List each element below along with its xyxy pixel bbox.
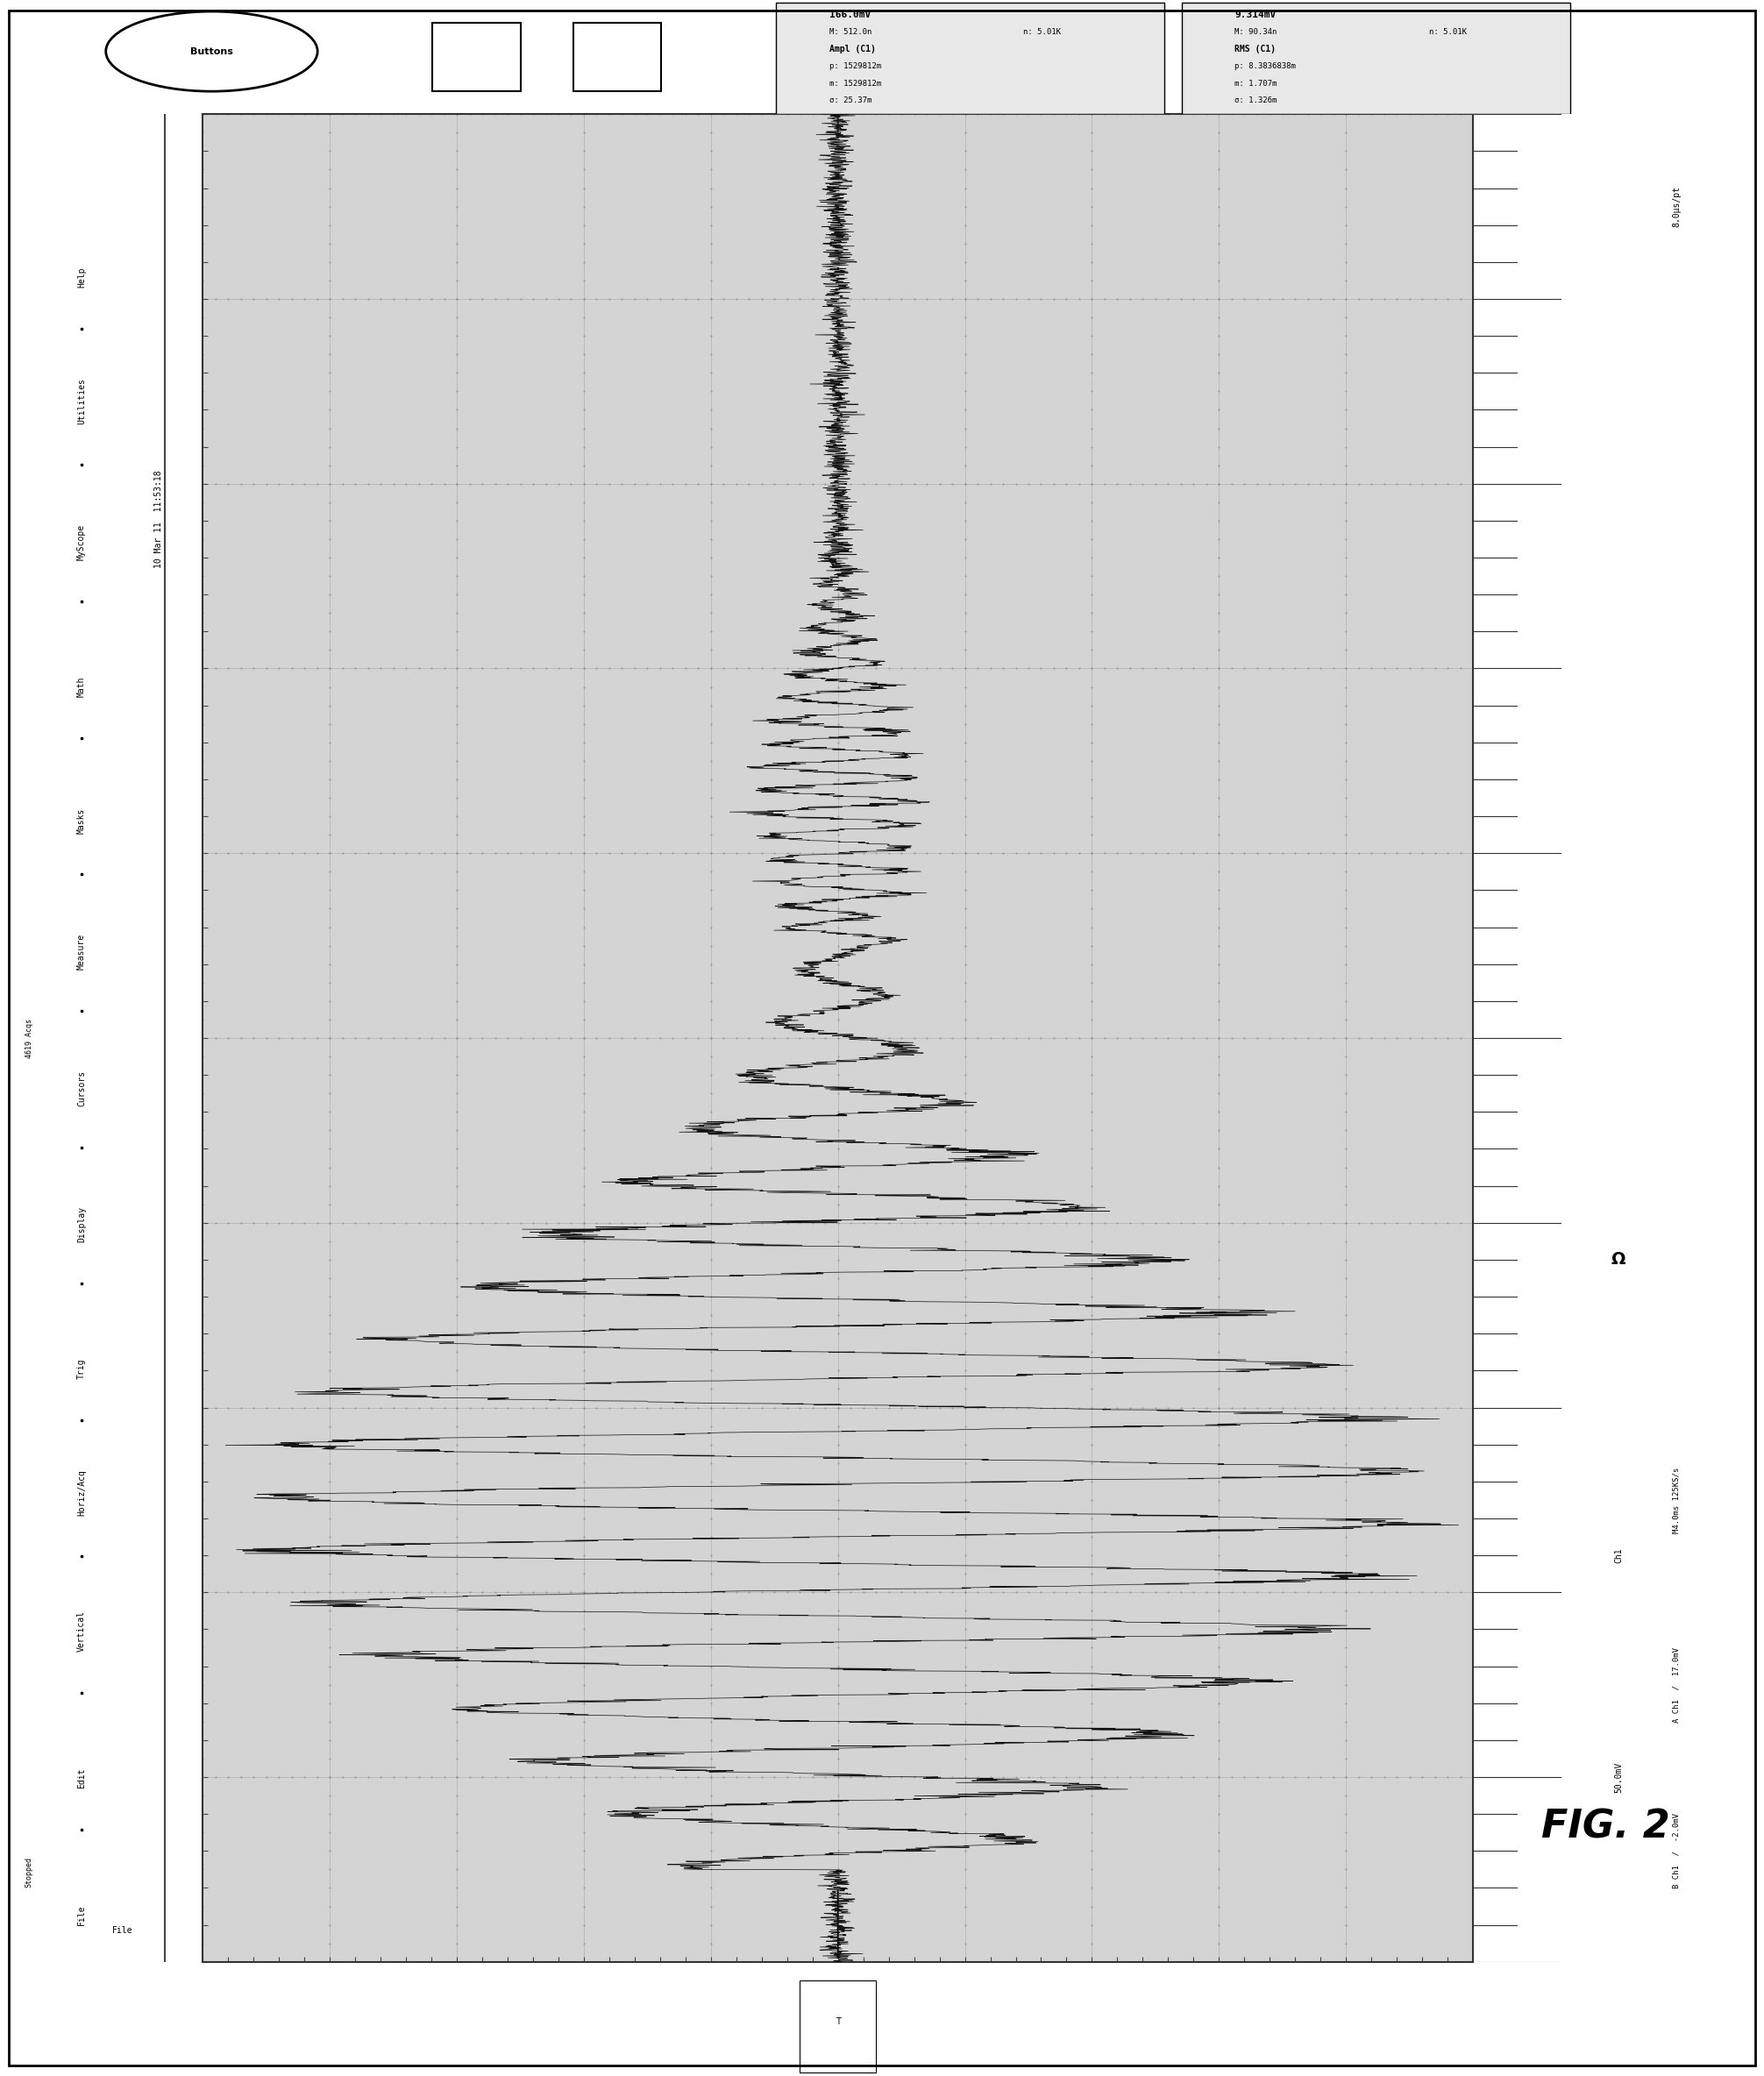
Text: FIG. 2: FIG. 2 <box>1542 1808 1669 1846</box>
Text: Horiz/Acq: Horiz/Acq <box>78 1470 86 1515</box>
Text: File: File <box>113 1927 132 1935</box>
Text: σ: 1.326m: σ: 1.326m <box>1235 98 1277 104</box>
Bar <box>573 23 662 91</box>
Text: n: 5.01K: n: 5.01K <box>1429 29 1466 35</box>
Text: M: 512.0n: M: 512.0n <box>829 29 871 35</box>
Text: 50.0mV: 50.0mV <box>1614 1763 1623 1792</box>
Text: Trig: Trig <box>78 1358 86 1378</box>
Text: B Ch1  /  -2.0mV: B Ch1 / -2.0mV <box>1672 1812 1681 1889</box>
Text: Measure: Measure <box>78 934 86 969</box>
Text: Buttons: Buttons <box>191 48 233 56</box>
Text: MyScope: MyScope <box>78 525 86 561</box>
Text: Ω: Ω <box>1611 1252 1626 1268</box>
Text: σ: 25.37m: σ: 25.37m <box>829 98 871 104</box>
Text: Stopped: Stopped <box>25 1858 34 1887</box>
Text: 10 Mar 11  11:53:18: 10 Mar 11 11:53:18 <box>155 469 162 569</box>
Text: T: T <box>836 2018 840 2026</box>
Text: M: 90.34n: M: 90.34n <box>1235 29 1277 35</box>
Text: Edit: Edit <box>78 1769 86 1787</box>
Text: 9.314mV: 9.314mV <box>1235 10 1275 19</box>
Text: Cursors: Cursors <box>78 1069 86 1107</box>
Text: p: 8.3836838m: p: 8.3836838m <box>1235 62 1297 71</box>
Text: 8.0μs/pt: 8.0μs/pt <box>1672 187 1681 226</box>
Text: 4619 Acqs: 4619 Acqs <box>25 1017 34 1059</box>
Text: 166.0mV: 166.0mV <box>829 10 870 19</box>
Bar <box>776 2 1164 114</box>
Text: m: 1529812m: m: 1529812m <box>829 79 880 87</box>
Text: File: File <box>78 1904 86 1924</box>
Text: A Ch1  /  17.0mV: A Ch1 / 17.0mV <box>1672 1646 1681 1723</box>
Text: Vertical: Vertical <box>78 1611 86 1652</box>
Text: Utilities: Utilities <box>78 378 86 424</box>
Text: Ch1: Ch1 <box>1614 1547 1623 1563</box>
Bar <box>432 23 520 91</box>
Text: Masks: Masks <box>78 808 86 832</box>
Text: M4.0ms 125KS/s: M4.0ms 125KS/s <box>1672 1468 1681 1532</box>
Text: p: 1529812m: p: 1529812m <box>829 62 880 71</box>
Text: m: 1.707m: m: 1.707m <box>1235 79 1277 87</box>
Text: Tek: Tek <box>35 1927 53 1935</box>
Text: RMS (C1): RMS (C1) <box>1235 44 1275 54</box>
Bar <box>1182 2 1570 114</box>
Text: Ampl (C1): Ampl (C1) <box>829 44 875 54</box>
Text: Math: Math <box>78 677 86 698</box>
Text: Help: Help <box>78 268 86 289</box>
Bar <box>799 1981 877 2072</box>
Text: n: 5.01K: n: 5.01K <box>1023 29 1060 35</box>
Text: Display: Display <box>78 1206 86 1244</box>
